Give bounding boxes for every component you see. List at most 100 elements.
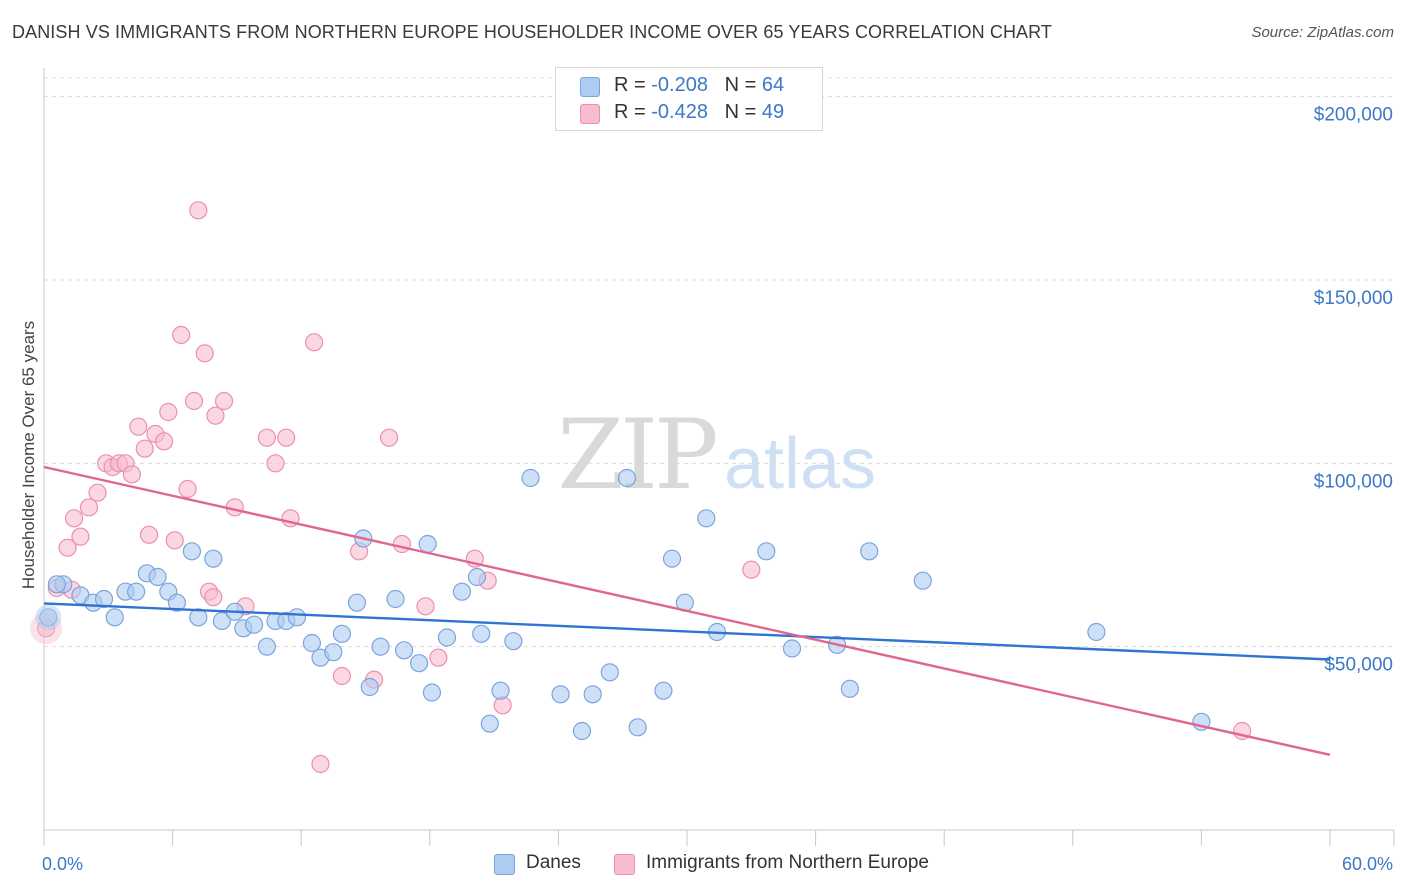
immigrants-point bbox=[165, 531, 184, 550]
immigrants-point bbox=[159, 402, 178, 422]
danes-points bbox=[35, 468, 1211, 741]
immigrants-point bbox=[332, 666, 352, 686]
immigrants-point bbox=[379, 428, 399, 447]
correlation-legend: R = -0.208 N = 64 R = -0.428 N = 49 bbox=[555, 67, 823, 131]
immigrants-point bbox=[71, 527, 90, 546]
danes-point bbox=[452, 582, 472, 601]
trend-lines bbox=[43, 465, 1331, 757]
danes-point bbox=[913, 571, 932, 590]
danes-point bbox=[324, 643, 343, 662]
immigrants-point bbox=[79, 498, 99, 517]
x-tick-label-min: 0.0% bbox=[42, 854, 83, 874]
immigrants-point bbox=[58, 538, 77, 557]
watermark: ZIP atlas bbox=[557, 399, 876, 511]
chart-title: DANISH VS IMMIGRANTS FROM NORTHERN EUROP… bbox=[12, 22, 1053, 42]
immigrants-point bbox=[277, 428, 296, 447]
immigrants-point bbox=[214, 391, 234, 411]
immigrants-point bbox=[392, 534, 412, 554]
y-tick-label: $100,000 bbox=[1314, 471, 1393, 492]
danes-point bbox=[491, 681, 510, 700]
danes-point bbox=[572, 721, 592, 741]
y-tick-label: $50,000 bbox=[1324, 655, 1393, 676]
immigrants-n-value: 49 bbox=[761, 101, 785, 123]
danes-point bbox=[182, 542, 201, 561]
immigrants-legend-label: Immigrants from Northern Europe bbox=[646, 852, 929, 873]
danes-point bbox=[204, 549, 223, 568]
danes-point bbox=[148, 567, 167, 587]
y-tick-label: $200,000 bbox=[1314, 105, 1393, 126]
danes-point bbox=[583, 685, 602, 704]
danes-point bbox=[600, 663, 619, 682]
y-axis-label: Householder Income Over 65 years bbox=[19, 321, 38, 589]
immigrants-point bbox=[204, 588, 223, 607]
danes-point bbox=[480, 714, 499, 733]
danes-point bbox=[472, 624, 491, 643]
danes-point bbox=[386, 589, 405, 609]
immigrants-legend-swatch bbox=[614, 854, 635, 875]
immigrants-point bbox=[195, 344, 214, 363]
danes-point-cluster bbox=[35, 604, 62, 631]
danes-point bbox=[47, 575, 66, 594]
danes-r-label: R = bbox=[614, 74, 652, 96]
danes-point bbox=[212, 611, 231, 631]
danes-legend-label: Danes bbox=[526, 852, 581, 873]
danes-point bbox=[782, 639, 802, 658]
danes-r-value: -0.208 bbox=[651, 74, 708, 96]
danes-legend-swatch bbox=[494, 854, 515, 875]
danes-point bbox=[757, 542, 776, 561]
danes-point bbox=[257, 637, 277, 656]
immigrants-swatch bbox=[580, 104, 600, 124]
immigrants-point bbox=[266, 454, 285, 473]
danes-point bbox=[347, 593, 367, 612]
immigrants-r-label: R = bbox=[614, 101, 652, 123]
danes-n-label: N = bbox=[724, 74, 762, 96]
immigrants-point bbox=[416, 597, 435, 616]
danes-point bbox=[244, 615, 264, 634]
immigrants-point bbox=[184, 391, 204, 411]
immigrants-point bbox=[172, 325, 191, 345]
danes-point bbox=[422, 683, 442, 702]
source-label: Source: ZipAtlas.com bbox=[1251, 24, 1394, 41]
danes-point bbox=[189, 608, 208, 627]
danes-point bbox=[617, 468, 637, 488]
danes-point bbox=[860, 542, 879, 561]
immigrants-point bbox=[429, 648, 448, 667]
danes-point bbox=[167, 593, 186, 612]
danes-point bbox=[504, 632, 523, 651]
danes-point bbox=[628, 718, 647, 737]
danes-trend-line bbox=[43, 602, 1331, 661]
danes-point bbox=[1087, 622, 1106, 642]
gridlines bbox=[44, 77, 1394, 648]
danes-point bbox=[437, 628, 457, 647]
danes-point bbox=[287, 608, 307, 627]
danes-n-value: 64 bbox=[761, 74, 785, 96]
immigrants-n-label: N = bbox=[724, 101, 762, 123]
immigrants-point bbox=[64, 509, 84, 528]
immigrants-point bbox=[129, 417, 148, 436]
immigrants-point bbox=[189, 201, 208, 220]
danes-point bbox=[94, 589, 114, 609]
immigrants-point bbox=[206, 406, 225, 425]
danes-point bbox=[551, 685, 570, 704]
immigrants-point bbox=[742, 560, 761, 579]
tick-labels: $50,000 $100,000 $150,000 $200,000 0.0% 60.0% bbox=[42, 105, 1393, 874]
danes-point bbox=[840, 679, 859, 698]
y-tick-label: $150,000 bbox=[1314, 288, 1393, 309]
danes-point bbox=[662, 549, 682, 568]
immigrants-point bbox=[154, 432, 174, 451]
immigrants-trend-line bbox=[43, 465, 1331, 757]
danes-point bbox=[302, 633, 322, 653]
immigrants-point bbox=[139, 525, 159, 544]
x-tick-label-max: 60.0% bbox=[1342, 854, 1393, 874]
danes-point bbox=[418, 534, 437, 554]
danes-point bbox=[654, 681, 673, 700]
danes-point bbox=[521, 468, 540, 488]
immigrants-point bbox=[304, 333, 324, 352]
immigrants-point bbox=[122, 465, 141, 484]
danes-point bbox=[697, 509, 716, 528]
immigrants-point bbox=[178, 479, 197, 499]
danes-point bbox=[332, 624, 352, 643]
danes-point bbox=[394, 641, 414, 660]
immigrants-point bbox=[311, 754, 330, 774]
